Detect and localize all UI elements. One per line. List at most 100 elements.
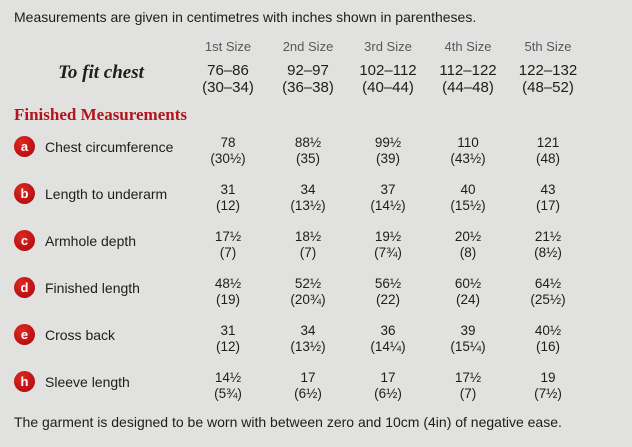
inch-value: (16) bbox=[535, 339, 560, 354]
inch-value: (48–52) bbox=[522, 79, 574, 96]
size-header-1: 1st Size bbox=[204, 39, 252, 54]
measurement-cell: 78 (30½) bbox=[188, 135, 268, 167]
cm-value: 78 bbox=[220, 135, 236, 150]
row-label: Chest circumference bbox=[45, 139, 174, 155]
inch-value: (15½) bbox=[450, 198, 486, 213]
cm-value: 36 bbox=[380, 323, 396, 338]
cm-value: 31 bbox=[220, 182, 236, 197]
cm-value: 14½ bbox=[214, 370, 242, 385]
measurement-cell: 110 (43½) bbox=[428, 135, 508, 167]
inch-value: (20¾) bbox=[290, 292, 326, 307]
to-fit-chest-cell: 112–122 (44–48) bbox=[428, 62, 508, 96]
cm-value: 17½ bbox=[214, 229, 242, 244]
measurement-cell: 64½ (25½) bbox=[508, 276, 588, 308]
inch-value: (7) bbox=[219, 245, 237, 260]
measurement-cell: 88½ (35) bbox=[268, 135, 348, 167]
measurement-cell: 56½ (22) bbox=[348, 276, 428, 308]
cm-value: 52½ bbox=[294, 276, 322, 291]
measurement-cell: 17½ (7) bbox=[188, 229, 268, 261]
cm-value: 56½ bbox=[374, 276, 402, 291]
inch-value: (13½) bbox=[290, 198, 326, 213]
cm-value: 122–132 bbox=[518, 62, 578, 79]
row-letter-badge: e bbox=[14, 324, 35, 345]
inch-value: (22) bbox=[375, 292, 400, 307]
cm-value: 37 bbox=[380, 182, 396, 197]
measurement-cell: 21½ (8½) bbox=[508, 229, 588, 261]
to-fit-chest-label: To fit chest bbox=[58, 62, 144, 83]
row-letter-badge: a bbox=[14, 136, 35, 157]
inch-value: (14¼) bbox=[370, 339, 406, 354]
measurement-cell: 34 (13½) bbox=[268, 323, 348, 355]
cm-value: 64½ bbox=[534, 276, 562, 291]
measurement-row-cross-back: e Cross back 31 (12) 34 (13½) 36 (14¼) 3… bbox=[14, 323, 618, 355]
row-label-cell: d Finished length bbox=[14, 276, 188, 298]
measurement-cell: 48½ (19) bbox=[188, 276, 268, 308]
measurement-cell: 34 (13½) bbox=[268, 182, 348, 214]
cm-value: 19 bbox=[540, 370, 556, 385]
cm-value: 20½ bbox=[454, 229, 482, 244]
measurement-cell: 17 (6½) bbox=[348, 370, 428, 402]
inch-value: (7½) bbox=[534, 386, 562, 401]
measurement-cell: 43 (17) bbox=[508, 182, 588, 214]
cm-value: 102–112 bbox=[359, 62, 417, 79]
row-letter-badge: d bbox=[14, 277, 35, 298]
inch-value: (30½) bbox=[210, 151, 246, 166]
row-letter-badge: b bbox=[14, 183, 35, 204]
size-header-3: 3rd Size bbox=[364, 39, 412, 54]
footer-text: The garment is designed to be worn with … bbox=[14, 414, 562, 430]
cm-value: 40½ bbox=[534, 323, 562, 338]
cm-value: 76–86 bbox=[207, 62, 249, 79]
measurement-cell: 31 (12) bbox=[188, 182, 268, 214]
row-letter-badge: c bbox=[14, 230, 35, 251]
row-label-cell: b Length to underarm bbox=[14, 182, 188, 204]
row-label-cell: c Armhole depth bbox=[14, 229, 188, 251]
inch-value: (12) bbox=[215, 339, 240, 354]
row-label-cell: a Chest circumference bbox=[14, 135, 188, 157]
row-label: Cross back bbox=[45, 327, 116, 343]
row-label: Armhole depth bbox=[45, 233, 137, 249]
measurement-cell: 14½ (5¾) bbox=[188, 370, 268, 402]
cm-value: 40 bbox=[460, 182, 476, 197]
inch-value: (48) bbox=[535, 151, 560, 166]
measurement-cell: 19½ (7¾) bbox=[348, 229, 428, 261]
cm-value: 92–97 bbox=[287, 62, 329, 79]
measurement-row-chest-circumference: a Chest circumference 78 (30½) 88½ (35) … bbox=[14, 135, 618, 167]
to-fit-chest-cell: 76–86 (30–34) bbox=[188, 62, 268, 96]
cm-value: 39 bbox=[460, 323, 476, 338]
cm-value: 34 bbox=[300, 323, 316, 338]
inch-value: (19) bbox=[215, 292, 240, 307]
cm-value: 121 bbox=[536, 135, 560, 150]
inch-value: (5¾) bbox=[214, 386, 242, 401]
cm-value: 112–122 bbox=[439, 62, 497, 79]
row-label: Sleeve length bbox=[45, 374, 130, 390]
row-label: Length to underarm bbox=[45, 186, 168, 202]
to-fit-chest-cell: 102–112 (40–44) bbox=[348, 62, 428, 96]
measurement-cell: 18½ (7) bbox=[268, 229, 348, 261]
inch-value: (7) bbox=[459, 386, 477, 401]
measurement-cell: 60½ (24) bbox=[428, 276, 508, 308]
cm-value: 88½ bbox=[294, 135, 322, 150]
measurement-cell: 39 (15¼) bbox=[428, 323, 508, 355]
measurement-cell: 40 (15½) bbox=[428, 182, 508, 214]
size-header-row: 1st Size 2nd Size 3rd Size 4th Size 5th … bbox=[14, 39, 618, 55]
inch-value: (39) bbox=[375, 151, 400, 166]
inch-value: (13½) bbox=[290, 339, 326, 354]
inch-value: (24) bbox=[455, 292, 480, 307]
finished-measurements-heading: Finished Measurements bbox=[14, 105, 187, 124]
cm-value: 34 bbox=[300, 182, 316, 197]
measurement-cell: 99½ (39) bbox=[348, 135, 428, 167]
cm-value: 60½ bbox=[454, 276, 482, 291]
to-fit-chest-cell: 122–132 (48–52) bbox=[508, 62, 588, 96]
measurement-cell: 19 (7½) bbox=[508, 370, 588, 402]
cm-value: 19½ bbox=[374, 229, 402, 244]
size-header-5: 5th Size bbox=[524, 39, 572, 54]
to-fit-chest-row: To fit chest 76–86 (30–34) 92–97 (36–38)… bbox=[14, 62, 618, 96]
inch-value: (36–38) bbox=[282, 79, 334, 96]
cm-value: 17 bbox=[300, 370, 316, 385]
measurement-cell: 31 (12) bbox=[188, 323, 268, 355]
measurement-cell: 17½ (7) bbox=[428, 370, 508, 402]
measurement-cell: 17 (6½) bbox=[268, 370, 348, 402]
row-label: Finished length bbox=[45, 280, 140, 296]
inch-value: (17) bbox=[535, 198, 560, 213]
